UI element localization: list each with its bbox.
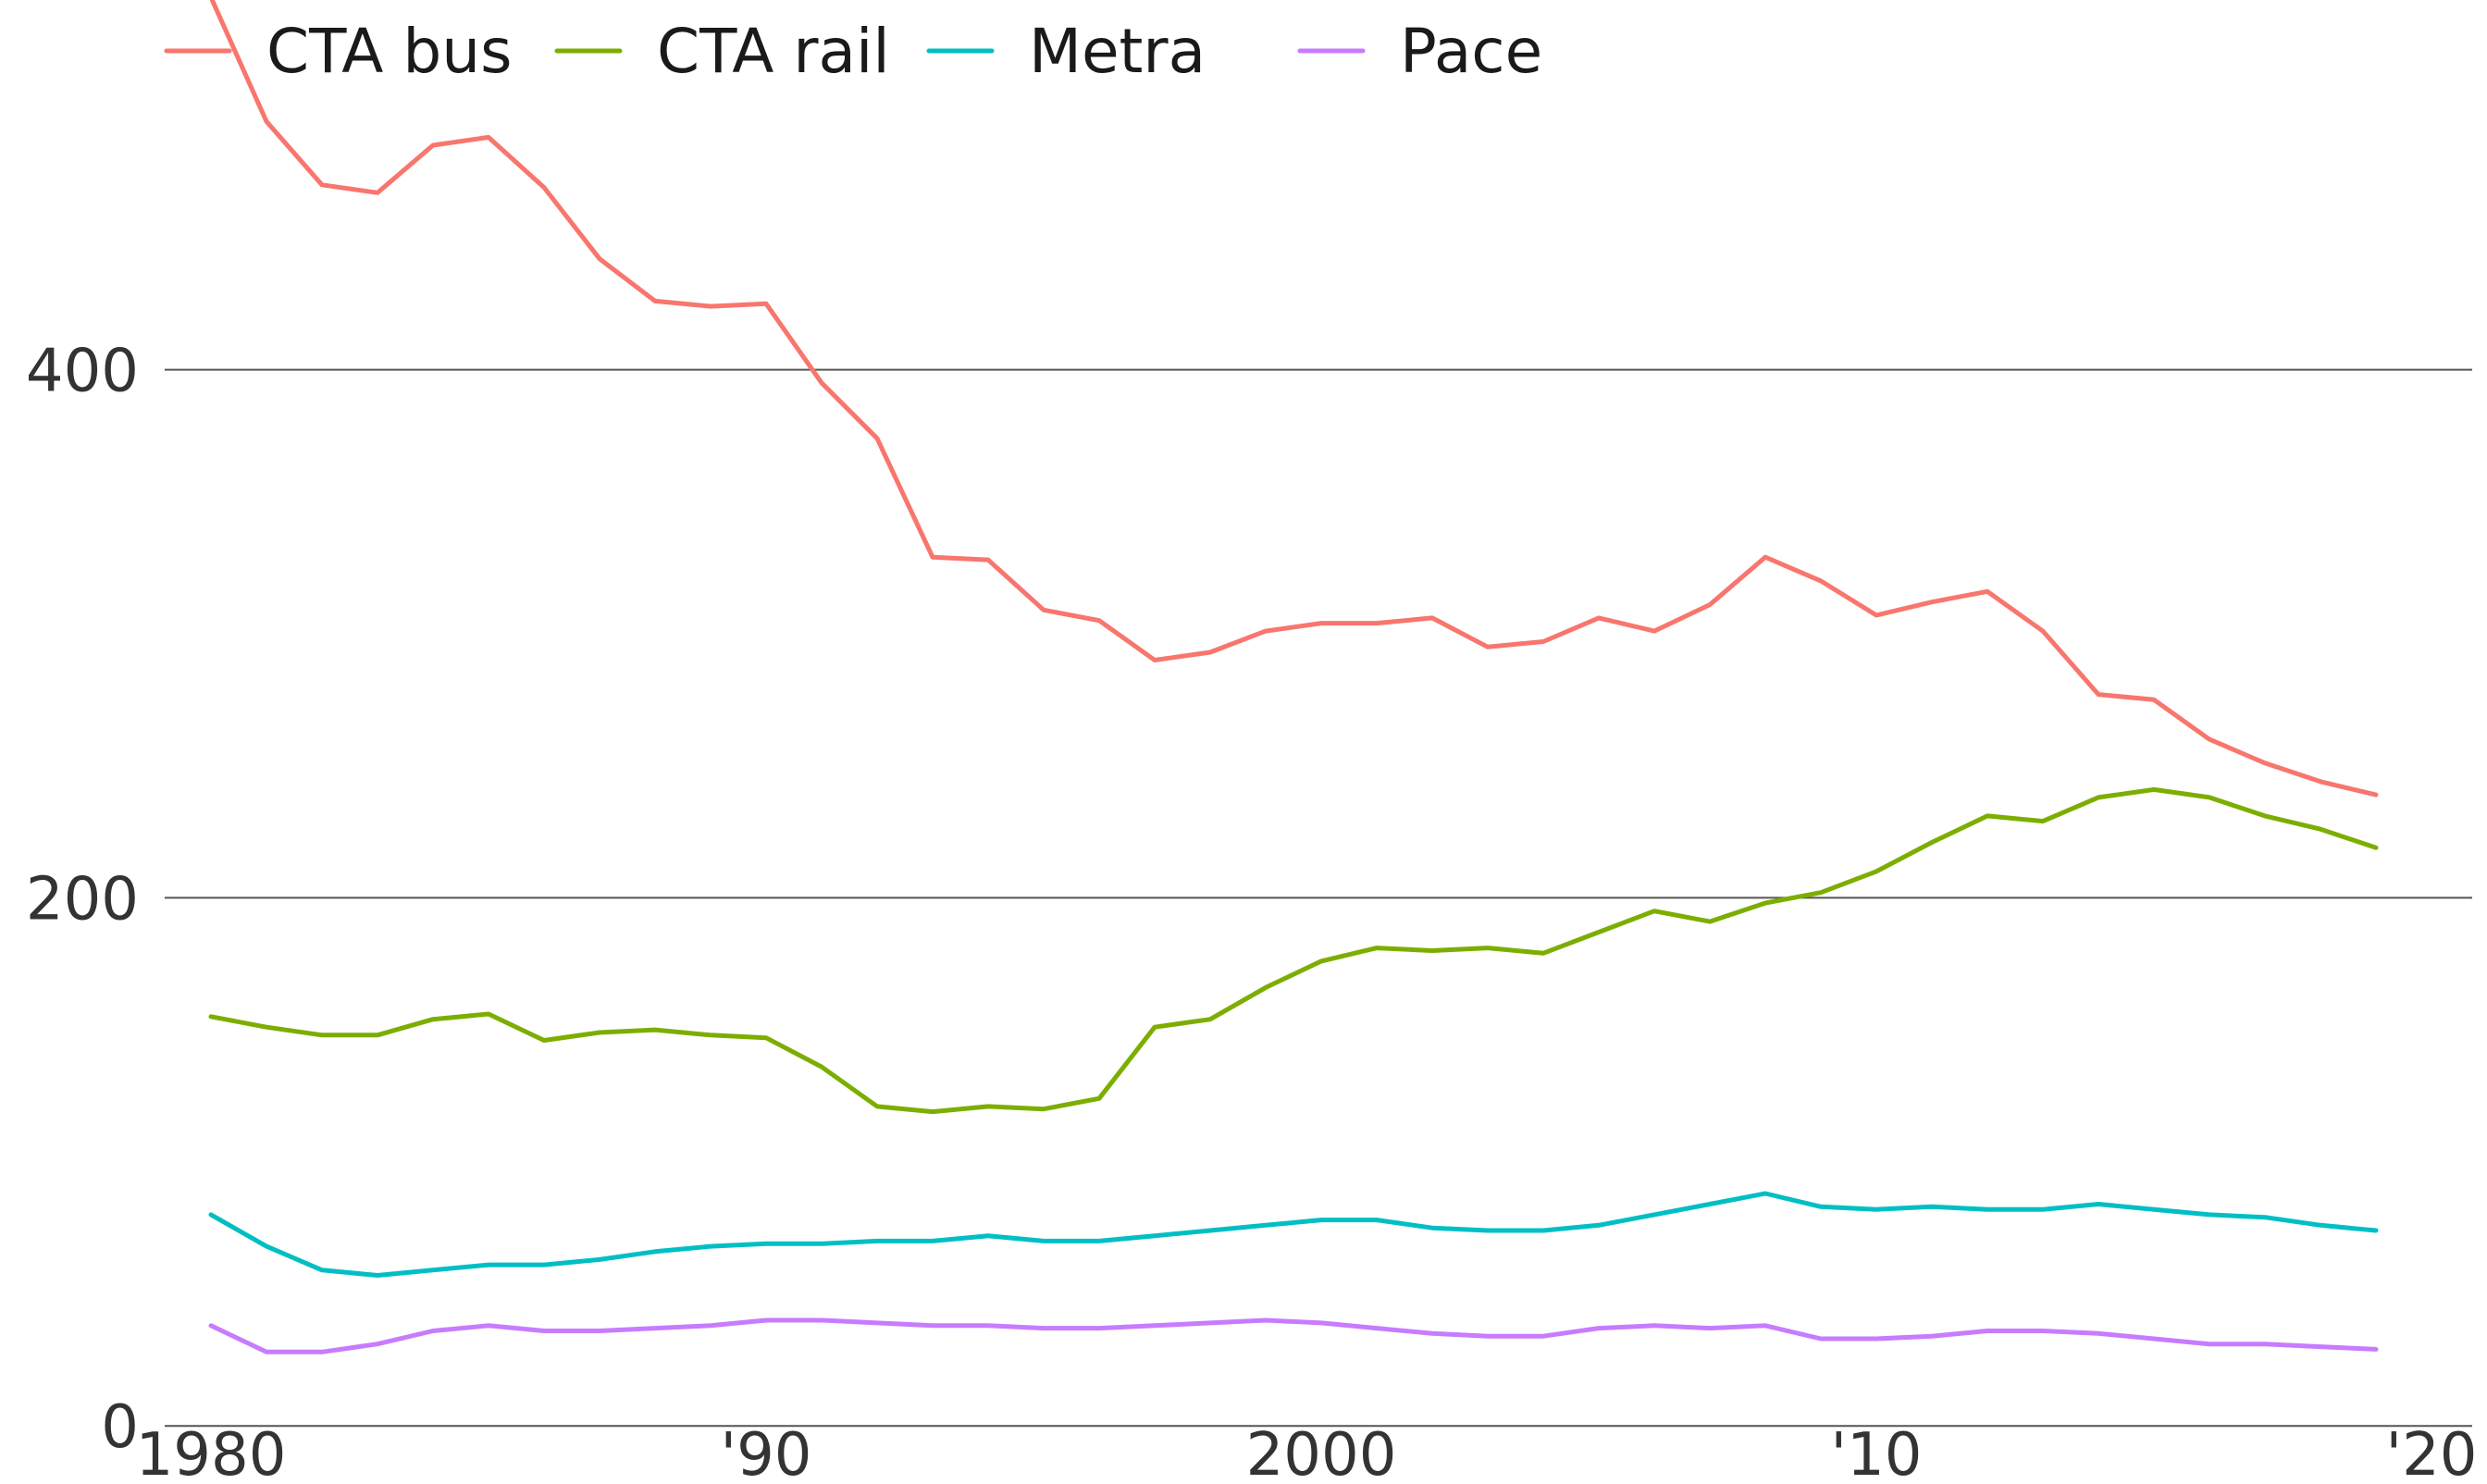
- series-line-cta-rail: [208, 786, 2379, 1115]
- y-tick-label-200: 200: [26, 865, 139, 934]
- x-tick-label-2000: 2000: [1246, 1421, 1397, 1484]
- legend-label-pace: Pace: [1400, 16, 1542, 87]
- legend-item-pace: Pace: [1297, 16, 1542, 87]
- y-tick-label-400: 400: [26, 338, 139, 406]
- x-tick-label-1980: 1980: [136, 1421, 287, 1484]
- series-line-metra: [208, 1191, 2379, 1278]
- y-gridlines: [165, 368, 2472, 1428]
- x-tick-label-10: '10: [1830, 1421, 1922, 1484]
- y-tick-label-0: 0: [101, 1393, 139, 1462]
- legend-item-metra: Metra: [926, 16, 1206, 87]
- legend-label-metra: Metra: [1029, 16, 1206, 87]
- legend-item-cta-rail: CTA rail: [554, 16, 890, 87]
- series-lines: [208, 0, 2379, 1354]
- x-axis: 1980 '90 2000 '10 '20: [136, 1421, 2478, 1484]
- x-tick-label-90: '90: [720, 1421, 811, 1484]
- legend: CTA bus CTA rail Metra Pace: [164, 16, 1542, 87]
- y-axis: 0 200 400: [26, 338, 139, 1463]
- series-line-pace: [208, 1317, 2379, 1354]
- x-tick-label-20: '20: [2385, 1421, 2477, 1484]
- legend-label-cta-bus: CTA bus: [266, 16, 513, 87]
- legend-label-cta-rail: CTA rail: [657, 16, 890, 87]
- legend-item-cta-bus: CTA bus: [164, 16, 513, 87]
- series-line-cta-bus: [209, 0, 2379, 798]
